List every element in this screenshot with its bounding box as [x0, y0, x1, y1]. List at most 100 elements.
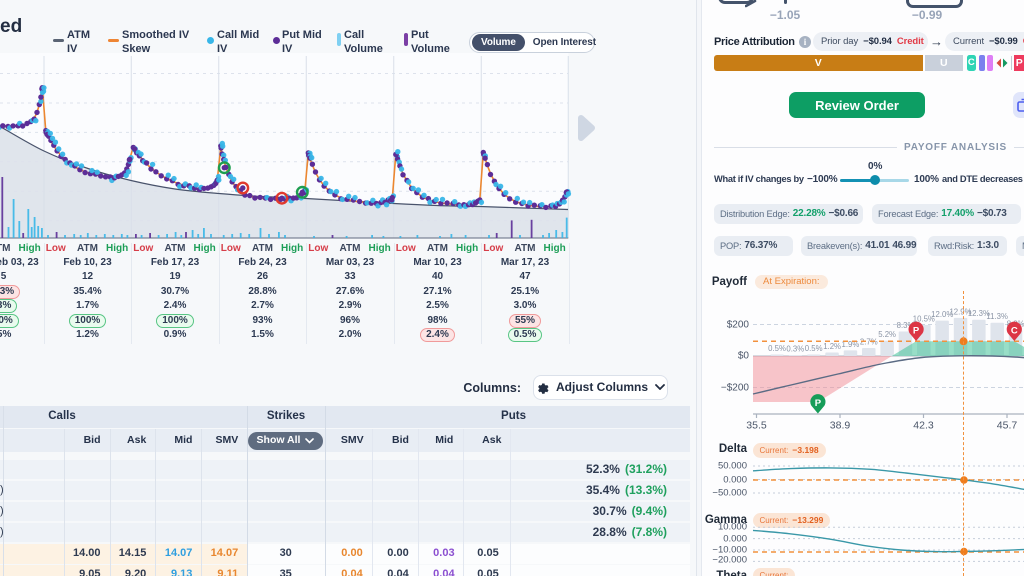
legend-label-put-volume: Put Volume — [411, 29, 450, 55]
put-smv: 0.00 — [341, 547, 363, 560]
current-value: −$0.99 — [988, 36, 1018, 47]
expiry-iv: 28.8% — [219, 285, 307, 300]
put-header-bid: Bid — [392, 434, 409, 446]
volume-open-interest-toggle[interactable]: Volume Open Interest — [469, 32, 596, 53]
svg-text:5.2%: 5.2% — [878, 330, 896, 339]
axis-low-label: Low — [308, 243, 329, 254]
legend-item-atm-iv: ATM IV — [53, 29, 90, 56]
gamma-current-value: −13.299 — [792, 515, 824, 526]
legend-label-put-mid-iv: Put Mid IV — [282, 29, 322, 55]
iv-skew-panel: ed ATM IV Smoothed IV Skew Call Mid IV Put … — [0, 0, 697, 576]
attr-seg-u: U — [925, 54, 963, 71]
show-all-button[interactable]: Show All — [247, 431, 324, 450]
iv-slider-track-rest[interactable] — [875, 178, 909, 182]
adjust-columns-button[interactable]: Adjust Columns — [533, 374, 668, 400]
order-panel: −1.05 −0.99 Price Attribution i Prior da… — [701, 0, 1024, 576]
strike-pin-P[interactable]: P — [810, 394, 826, 414]
leg-ring-marker[interactable] — [295, 185, 309, 199]
call-mid: 9.13 — [170, 568, 193, 576]
chain-strike-row-35[interactable]: 9.05 9.20 9.13 9.11 35 0.04 0.04 0.04 0.05 — [0, 565, 690, 576]
legend-label-call-mid-iv: Call Mid IV — [217, 29, 260, 55]
stat-pill-value: 41.01 — [865, 240, 890, 252]
axis-high-label: High — [18, 243, 41, 254]
expiry-skew: 2.7% — [219, 299, 307, 314]
edge-pill-1: Forecast Edge: 17.40% −$0.73 — [872, 204, 1021, 224]
expiry-pct1-value: 96% — [339, 314, 360, 326]
expiry-iv-value: 35.4% — [585, 482, 620, 497]
expiry-pct1: 98% — [394, 314, 482, 329]
call-ask: 14.15 — [118, 547, 147, 560]
leg-ring-marker[interactable] — [236, 181, 250, 195]
next-expiries-arrow[interactable] — [578, 115, 595, 141]
payoff-chart[interactable]: 0.5% 0.3% 0.5% 1.2% 1.9% 2.7%5.2%8.3%10.5%12.… — [714, 290, 1024, 432]
expiry-pct1: 100% — [131, 313, 219, 329]
gamma-svg-curve — [752, 529, 1024, 553]
put-smv: 0.04 — [341, 568, 363, 576]
payoff-analysis-heading: PAYOFF ANALYSIS — [904, 142, 1007, 153]
attr-seg-1 — [978, 54, 985, 71]
axis-high-label: High — [368, 243, 391, 254]
edge-pill-extra: −$0.73 — [976, 208, 1007, 220]
expiry-date: Mar 10, 23 — [413, 256, 462, 268]
chain-divider-0 — [3, 406, 4, 576]
expiry-iv-summary: 28.8% (7.8%) — [593, 523, 667, 542]
expiry-pct1-value: 55% — [508, 313, 541, 328]
review-order-button[interactable]: Review Order — [789, 92, 925, 118]
iv-slider-track-filled[interactable] — [840, 178, 875, 182]
chain-expiry-row-1[interactable]: ) 35.4% (13.3%) — [0, 480, 690, 500]
current-label: Current — [953, 36, 984, 47]
loss-area — [753, 356, 892, 402]
leg-card-2[interactable] — [906, 0, 963, 8]
price-attribution-label: Price Attribution — [714, 35, 795, 48]
prior-day-label: Prior day — [821, 36, 859, 47]
delta-chart[interactable] — [714, 460, 1024, 500]
axis-atm-label: ATM — [252, 243, 273, 254]
edge-pill-label: Distribution Edge: — [720, 208, 790, 219]
profit-area — [891, 341, 1024, 356]
info-icon[interactable]: i — [799, 36, 811, 48]
expiry-skew: 2.5% — [394, 299, 482, 314]
gamma-chart[interactable] — [714, 520, 1024, 568]
svg-text:0.3%: 0.3% — [786, 345, 804, 354]
stat-pill-2: Rwd:Risk: 1:3.0 — [928, 236, 1007, 256]
chain-expiry-row-0[interactable]: 52.3% (31.2%) — [0, 459, 690, 480]
strike-axis-6: Low ATM High — [481, 243, 569, 254]
leg-ring-marker[interactable] — [217, 161, 231, 175]
expiry-skew: 3.0% — [481, 299, 569, 314]
expiry-date: Feb 17, 23 — [150, 256, 200, 268]
axis-high-label: High — [456, 243, 479, 254]
options-chain-table[interactable]: Calls Strikes Puts Bid Ask Mid SMV SMV Bid Mid Ask… — [0, 406, 696, 576]
gamma-svg-ylabel: 10.000 — [717, 521, 747, 533]
payoff-ylabel: $200 — [726, 319, 749, 330]
svg-text:12.3%: 12.3% — [968, 309, 990, 318]
prior-day-pill: Prior day −$0.94 Credit — [813, 32, 928, 51]
itm-call-highlight — [0, 565, 248, 576]
chain-expiry-row-2[interactable]: ) 30.7% (9.4%) — [0, 501, 690, 522]
iv-skew-chart[interactable] — [0, 53, 697, 243]
axis-low-label: Low — [133, 243, 154, 254]
stats-divider-0 — [43, 243, 45, 344]
payoff-ylabel: −$200 — [720, 382, 749, 393]
strike-pin-P[interactable]: P — [908, 321, 924, 341]
call-header-bid: Bid — [83, 434, 101, 446]
toggle-volume[interactable]: Volume — [472, 34, 525, 51]
adjust-columns-text: Adjust Columns — [556, 380, 648, 394]
expiry-stats-col-3: Feb 24, 23 26 28.8% 2.7% 93% 1.5% — [219, 256, 307, 343]
expiry-pct1: 100% — [0, 313, 44, 329]
strike-pin-C[interactable]: C — [1006, 321, 1022, 341]
chain-expiry-row-3[interactable]: ) 28.8% (7.8%) — [0, 522, 690, 542]
call-ask: 9.20 — [124, 568, 147, 576]
atm-iv-marker — [53, 39, 64, 42]
delta-current-pill: Current: −3.198 — [752, 443, 826, 458]
at-expiration-badge: At Expiration: — [755, 275, 828, 289]
share-button[interactable] — [1013, 92, 1024, 118]
leg-ring-marker[interactable] — [275, 191, 289, 205]
expiry-pct2-value: 0.9% — [163, 329, 187, 340]
toggle-open-interest[interactable]: Open Interest — [532, 37, 596, 48]
iv-slider-handle[interactable] — [870, 175, 880, 185]
svg-text:P: P — [815, 398, 822, 409]
svg-text:1.2%: 1.2% — [823, 342, 841, 351]
chain-strike-row-30[interactable]: 14.00 14.15 14.07 14.07 30 0.00 0.00 0.03 0.05 — [0, 544, 690, 564]
svg-text:38.9: 38.9 — [830, 420, 851, 432]
